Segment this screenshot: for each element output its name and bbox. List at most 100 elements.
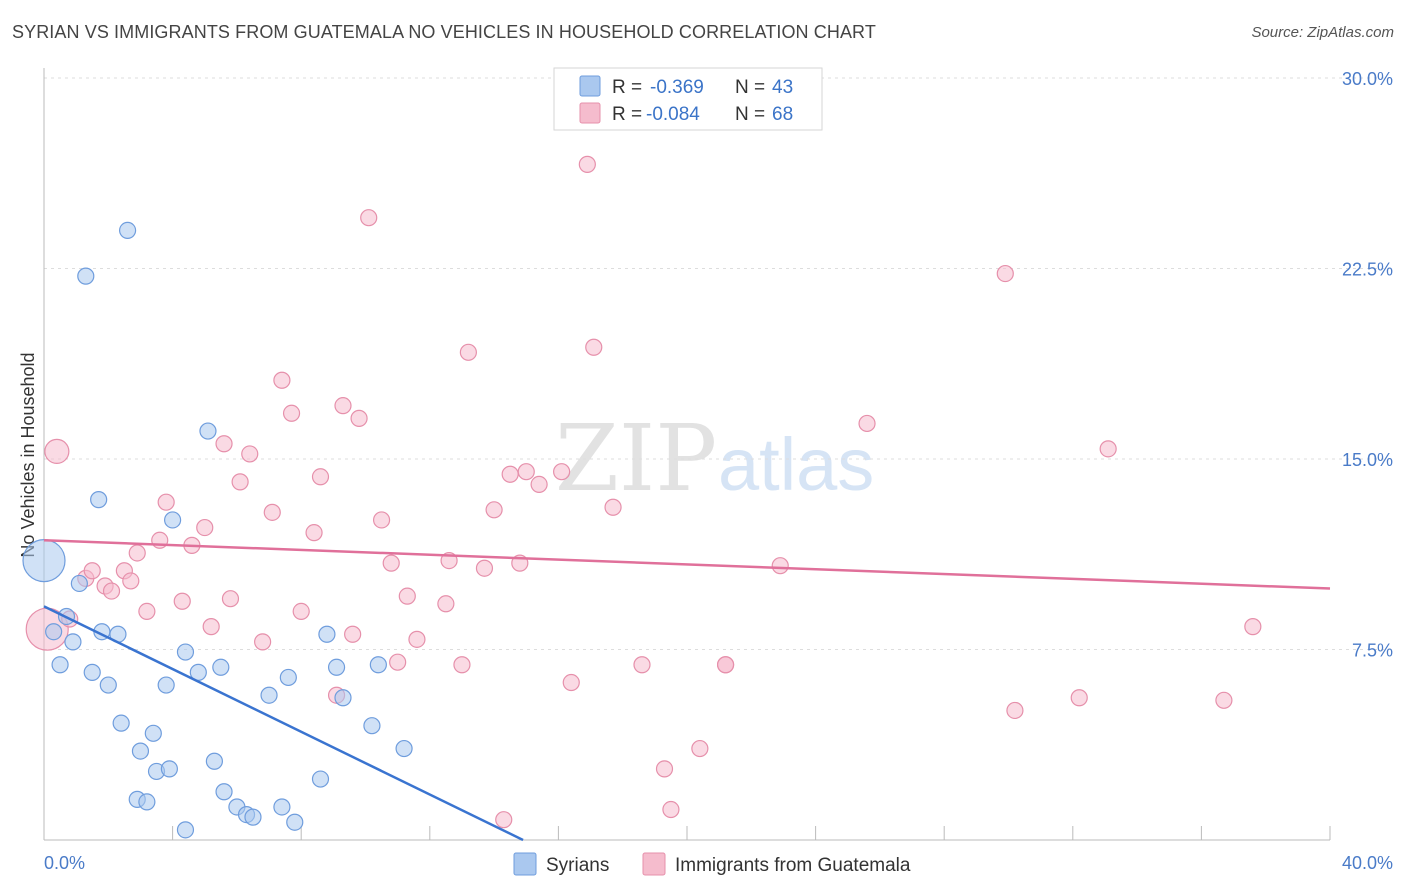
- guatemala-point-51: [585, 338, 603, 356]
- x-tick-label-max: 40.0%: [1342, 853, 1393, 873]
- syrians-point-39: [363, 717, 381, 735]
- legend-n-value-1: 43: [772, 77, 793, 98]
- legend-r-value-1: -0.369: [650, 77, 704, 98]
- guatemala-point-56: [691, 739, 709, 758]
- syrians-point-21: [176, 821, 195, 839]
- guatemala-point-23: [273, 371, 291, 389]
- watermark-atlas: atlas: [718, 423, 874, 506]
- guatemala-point-49: [562, 673, 580, 692]
- y-tick-label-3: 30.0%: [1342, 69, 1393, 89]
- source-label: Source: ZipAtlas.com: [1251, 24, 1394, 41]
- syrians-point-41: [395, 739, 413, 758]
- guatemala-point-42: [485, 501, 503, 519]
- syrians-point-31: [260, 686, 278, 704]
- guatemala-point-22: [263, 503, 281, 521]
- guatemala-point-34: [382, 554, 400, 572]
- guatemala-point-59: [771, 557, 789, 575]
- guatemala-point-15: [196, 518, 214, 537]
- guatemala-point-63: [1070, 689, 1088, 707]
- guatemala-point-17: [215, 435, 233, 453]
- syrians-point-16: [144, 724, 162, 742]
- guatemala-point-24: [282, 404, 301, 422]
- y-tick-labels: 7.5% 15.0% 22.5% 30.0%: [1342, 69, 1393, 661]
- guatemala-point-8: [122, 572, 140, 590]
- syrians-point-2: [51, 656, 69, 674]
- syrians-point-5: [70, 574, 88, 593]
- guatemala-point-13: [173, 592, 191, 610]
- guatemala-point-39: [453, 656, 471, 674]
- guatemala-point-31: [350, 409, 368, 427]
- bottom-legend-label-syrians: Syrians: [546, 855, 609, 876]
- guatemala-point-9: [128, 544, 146, 562]
- syrians-point-36: [318, 625, 336, 643]
- guatemala-point-48: [553, 463, 571, 481]
- guatemala-point-30: [344, 625, 362, 643]
- bottom-legend: Syrians Immigrants from Guatemala: [513, 852, 911, 876]
- legend-swatch-guatemala: [579, 102, 601, 124]
- guatemala-point-33: [372, 511, 391, 529]
- guatemala-point-62: [1006, 701, 1024, 720]
- syrians-point-25: [205, 752, 223, 770]
- guatemala-point-32: [360, 209, 378, 227]
- guatemala-point-47: [530, 475, 548, 493]
- syrians-point-1: [45, 623, 63, 641]
- guatemala-point-29: [334, 397, 352, 415]
- series-syrians-points: [22, 221, 413, 839]
- guatemala-point-25: [292, 602, 310, 621]
- watermark-zip: ZIP: [555, 405, 717, 512]
- guatemala-point-26: [305, 524, 323, 542]
- bottom-legend-label-guatemala: Immigrants from Guatemala: [675, 855, 911, 876]
- guatemala-point-58: [716, 656, 735, 674]
- series-guatemala-points: [25, 155, 1262, 829]
- gridlines: [44, 77, 1392, 650]
- guatemala-point-40: [459, 343, 477, 361]
- syrians-point-0: [22, 538, 66, 583]
- syrians-point-24: [199, 422, 217, 440]
- guatemala-point-1: [44, 438, 70, 464]
- guatemala-point-37: [408, 630, 426, 648]
- chart-title: SYRIAN VS IMMIGRANTS FROM GUATEMALA NO V…: [12, 22, 876, 42]
- syrians-point-37: [327, 658, 346, 676]
- guatemala-point-20: [241, 445, 259, 463]
- y-tick-label-2: 22.5%: [1342, 260, 1393, 280]
- guatemala-point-55: [662, 800, 680, 819]
- trend-line-guatemala: [43, 539, 1331, 590]
- trend-lines: [43, 539, 1331, 842]
- syrians-point-27: [215, 783, 233, 801]
- legend-n-label-2: N =: [735, 104, 765, 125]
- guatemala-point-38: [437, 595, 455, 613]
- syrians-point-35: [311, 770, 330, 788]
- guatemala-point-12: [157, 493, 175, 511]
- guatemala-point-27: [311, 468, 330, 486]
- syrians-point-38: [334, 689, 352, 707]
- legend-n-label-1: N =: [735, 77, 765, 98]
- syrians-point-7: [90, 491, 108, 509]
- legend: R = -0.369 N = 43 R = -0.084 N = 68: [553, 67, 823, 131]
- guatemala-point-52: [604, 498, 622, 516]
- guatemala-point-4: [83, 562, 101, 580]
- guatemala-point-65: [1215, 691, 1233, 709]
- legend-r-label-2: R =: [612, 104, 642, 125]
- syrians-point-11: [112, 714, 130, 732]
- guatemala-point-44: [501, 465, 519, 483]
- syrians-point-32: [273, 798, 291, 816]
- syrians-point-30: [244, 808, 262, 826]
- syrians-point-6: [83, 663, 101, 681]
- guatemala-point-66: [1244, 618, 1262, 636]
- syrians-point-42: [77, 267, 95, 285]
- legend-n-value-2: 68: [772, 104, 793, 125]
- y-axis-label: No Vehicles in Household: [18, 352, 38, 557]
- guatemala-point-46: [517, 463, 535, 481]
- guatemala-point-54: [655, 760, 674, 778]
- guatemala-point-6: [102, 582, 121, 600]
- bottom-legend-swatch-guatemala: [642, 852, 666, 876]
- legend-swatch-syrians: [579, 75, 601, 97]
- syrians-point-18: [157, 676, 175, 694]
- x-tick-label-min: 0.0%: [44, 853, 85, 873]
- guatemala-point-35: [389, 653, 407, 671]
- syrians-point-20: [164, 511, 182, 529]
- guatemala-point-21: [254, 633, 272, 651]
- syrians-point-22: [176, 643, 195, 661]
- syrians-point-14: [131, 742, 150, 760]
